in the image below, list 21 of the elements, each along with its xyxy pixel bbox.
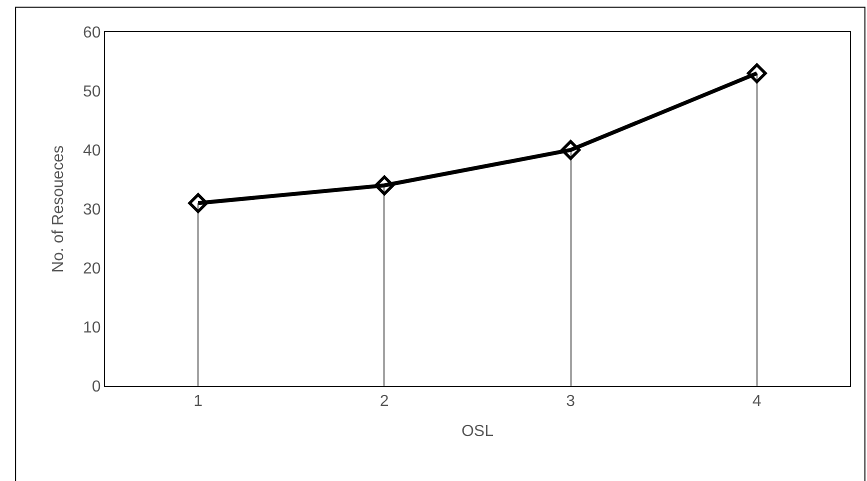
bar (197, 203, 199, 386)
point (188, 193, 208, 214)
y-tick-label: 10 (83, 320, 101, 337)
y-tick-label: 50 (83, 84, 101, 101)
x-tick-label: 1 (194, 393, 203, 410)
y-tick-label: 20 (83, 260, 101, 278)
bar (383, 185, 385, 386)
point (746, 63, 767, 84)
y-tick-label: 60 (83, 24, 101, 42)
y-axis-title: No. of Resoueces (50, 145, 67, 273)
y-tick-label: 30 (83, 202, 101, 219)
bar (570, 150, 572, 386)
x-axis-title: OSL (461, 422, 494, 440)
y-tick-label: 0 (92, 378, 101, 396)
point (374, 175, 394, 196)
point (560, 140, 581, 160)
x-tick-label: 3 (566, 393, 576, 410)
x-tick-label: 4 (752, 393, 762, 410)
y-tick-label: 40 (83, 142, 101, 160)
x-tick-label: 2 (380, 393, 389, 410)
bar (756, 73, 758, 386)
